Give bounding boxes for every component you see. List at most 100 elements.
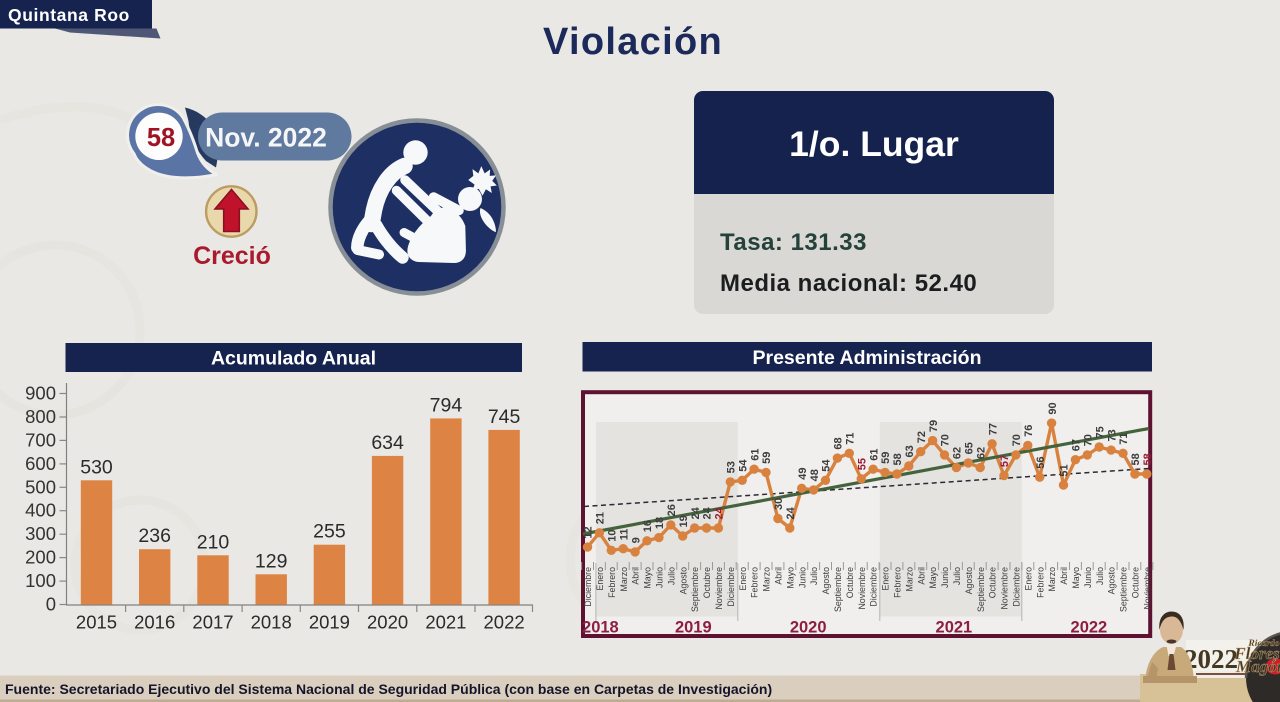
svg-text:Enero: Enero — [595, 567, 605, 591]
svg-text:58: 58 — [1142, 453, 1154, 465]
svg-text:24: 24 — [785, 506, 797, 519]
svg-text:Enero: Enero — [738, 567, 748, 591]
svg-text:70: 70 — [1083, 434, 1095, 446]
svg-text:400: 400 — [25, 500, 56, 521]
svg-text:Noviembre: Noviembre — [1142, 567, 1152, 610]
svg-text:500: 500 — [25, 476, 56, 497]
svg-text:70: 70 — [1011, 434, 1023, 446]
svg-text:9: 9 — [630, 537, 642, 543]
svg-text:16: 16 — [642, 520, 654, 532]
svg-text:800: 800 — [25, 406, 56, 427]
svg-text:10: 10 — [607, 530, 619, 542]
svg-text:26: 26 — [666, 504, 678, 516]
svg-text:Febrero: Febrero — [750, 567, 760, 598]
svg-text:75: 75 — [1094, 426, 1106, 438]
svg-text:Febrero: Febrero — [1035, 567, 1045, 598]
svg-text:73: 73 — [1106, 429, 1118, 441]
svg-text:54: 54 — [821, 459, 833, 472]
svg-text:53: 53 — [726, 461, 738, 473]
svg-text:58: 58 — [1130, 453, 1142, 465]
svg-text:67: 67 — [1071, 439, 1083, 451]
svg-text:Marzo: Marzo — [762, 567, 772, 592]
svg-text:59: 59 — [880, 452, 892, 464]
svg-text:Marzo: Marzo — [904, 567, 914, 592]
svg-text:51: 51 — [1059, 464, 1071, 476]
svg-text:Septiembre: Septiembre — [976, 567, 986, 612]
svg-text:530: 530 — [80, 456, 113, 478]
svg-text:72: 72 — [916, 431, 928, 443]
svg-text:2021: 2021 — [936, 619, 973, 637]
svg-text:Tasa: 131.33: Tasa: 131.33 — [720, 229, 867, 256]
svg-text:2018: 2018 — [251, 612, 292, 633]
svg-text:24: 24 — [690, 506, 702, 519]
svg-text:21: 21 — [595, 512, 607, 524]
svg-text:2022: 2022 — [1071, 619, 1108, 637]
svg-text:Julio: Julio — [1095, 567, 1105, 585]
svg-text:Diciembre: Diciembre — [869, 567, 879, 607]
svg-text:30: 30 — [773, 498, 785, 510]
svg-text:12: 12 — [583, 526, 595, 538]
svg-text:Quintana Roo: Quintana Roo — [8, 5, 130, 25]
svg-text:Octubre: Octubre — [845, 567, 855, 598]
svg-text:Diciembre: Diciembre — [1012, 567, 1022, 607]
svg-text:57: 57 — [999, 455, 1011, 467]
svg-text:58: 58 — [147, 124, 175, 152]
svg-text:77: 77 — [987, 423, 999, 435]
svg-text:Violación: Violación — [543, 21, 723, 63]
svg-text:Marzo: Marzo — [619, 567, 629, 592]
svg-text:2015: 2015 — [76, 612, 117, 633]
svg-text:Mayo: Mayo — [643, 567, 653, 589]
svg-text:Agosto: Agosto — [821, 567, 831, 594]
svg-text:210: 210 — [197, 531, 230, 553]
svg-text:Octubre: Octubre — [702, 567, 712, 598]
svg-text:Marzo: Marzo — [1047, 567, 1057, 592]
svg-text:Agosto: Agosto — [964, 567, 974, 594]
svg-text:255: 255 — [313, 521, 346, 543]
svg-text:Acumulado Anual: Acumulado Anual — [211, 348, 376, 370]
svg-text:Octubre: Octubre — [1131, 567, 1141, 598]
svg-text:58: 58 — [892, 453, 904, 465]
svg-text:Junio: Junio — [655, 567, 665, 588]
svg-text:Mayo: Mayo — [1071, 567, 1081, 589]
svg-text:Agosto: Agosto — [678, 567, 688, 594]
svg-text:236: 236 — [138, 525, 171, 547]
svg-text:300: 300 — [25, 523, 56, 544]
svg-text:2022: 2022 — [484, 612, 525, 633]
svg-text:76: 76 — [1023, 425, 1035, 437]
svg-text:1/o. Lugar: 1/o. Lugar — [789, 124, 959, 164]
svg-text:Julio: Julio — [666, 567, 676, 585]
svg-text:54: 54 — [737, 459, 749, 472]
svg-text:Diciembre: Diciembre — [583, 567, 593, 607]
svg-text:Abril: Abril — [774, 567, 784, 585]
svg-text:Agosto: Agosto — [1107, 567, 1117, 594]
svg-text:Magón: Magón — [1235, 657, 1280, 676]
svg-text:49: 49 — [797, 468, 809, 480]
svg-text:Enero: Enero — [1023, 567, 1033, 591]
svg-text:24: 24 — [702, 506, 714, 519]
svg-text:19: 19 — [678, 515, 690, 527]
svg-text:2017: 2017 — [192, 612, 233, 633]
svg-text:62: 62 — [952, 447, 964, 459]
svg-text:55: 55 — [856, 458, 868, 470]
svg-text:65: 65 — [964, 442, 976, 454]
svg-text:2018: 2018 — [582, 619, 619, 637]
svg-text:71: 71 — [845, 433, 857, 445]
svg-text:900: 900 — [25, 383, 56, 404]
svg-text:68: 68 — [833, 437, 845, 449]
svg-text:56: 56 — [1035, 456, 1047, 468]
svg-text:Noviembre: Noviembre — [1000, 567, 1010, 610]
svg-text:Media nacional: 52.40: Media nacional: 52.40 — [720, 270, 977, 297]
svg-text:Septiembre: Septiembre — [1119, 567, 1129, 612]
svg-text:2022: 2022 — [1184, 644, 1238, 674]
svg-text:Nov. 2022: Nov. 2022 — [205, 123, 327, 153]
svg-text:2019: 2019 — [309, 612, 350, 633]
svg-text:Presente Administración: Presente Administración — [752, 347, 981, 369]
svg-text:2021: 2021 — [425, 612, 466, 633]
svg-text:11: 11 — [618, 529, 630, 541]
svg-text:Enero: Enero — [881, 567, 891, 591]
svg-text:2020: 2020 — [367, 612, 408, 633]
svg-text:Abril: Abril — [631, 567, 641, 585]
svg-text:24: 24 — [714, 506, 726, 519]
svg-text:Junio: Junio — [1083, 567, 1093, 588]
svg-text:2020: 2020 — [790, 619, 827, 637]
